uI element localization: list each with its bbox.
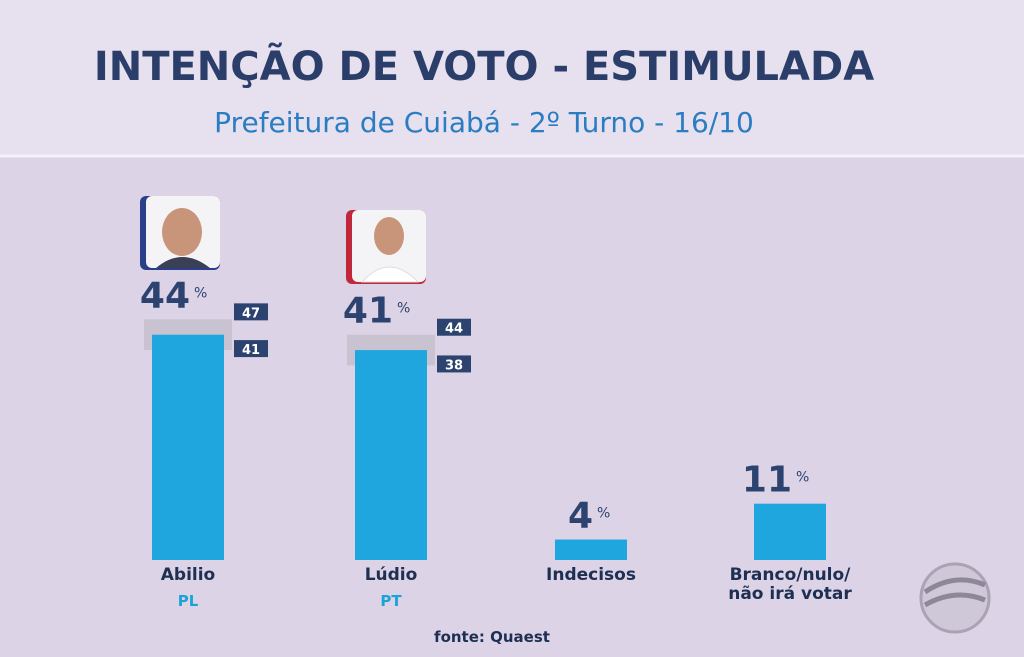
margin-label: 44 (445, 322, 463, 337)
margin-box (234, 340, 268, 358)
value-unit: % (796, 470, 809, 486)
category-label: Lúdio (364, 565, 418, 585)
bar (555, 539, 627, 560)
category-label: Abilio (160, 565, 216, 585)
party-label: PL (177, 592, 199, 610)
value-label: 4 (568, 496, 593, 537)
value-label: 41 (343, 291, 393, 332)
bar (355, 350, 427, 560)
margin-box (234, 303, 268, 321)
source: fonte: Quaest (434, 628, 550, 646)
value-unit: % (397, 301, 410, 317)
category-label: Branco/nulo/ não irá votar (728, 565, 852, 604)
margin-box (437, 355, 471, 373)
category-label: Indecisos (546, 565, 636, 585)
chart-title: INTENÇÃO DE VOTO - ESTIMULADA (94, 41, 874, 90)
value-label: 44 (140, 275, 190, 316)
margin-label: 38 (445, 358, 463, 373)
value-unit: % (194, 285, 207, 301)
margin-box (437, 318, 471, 336)
party-label: PT (380, 592, 402, 610)
margin-label: 47 (242, 306, 260, 321)
logo (919, 562, 991, 634)
value-label: 11 (742, 460, 792, 501)
chart-subtitle: Prefeitura de Cuiabá - 2º Turno - 16/10 (214, 106, 754, 139)
bar (754, 503, 826, 560)
header-band (0, 0, 1024, 156)
value-unit: % (597, 506, 610, 522)
bar (152, 334, 224, 560)
photo-ludio (346, 210, 426, 284)
margin-label: 41 (242, 343, 260, 358)
photo-abilio (140, 196, 220, 270)
